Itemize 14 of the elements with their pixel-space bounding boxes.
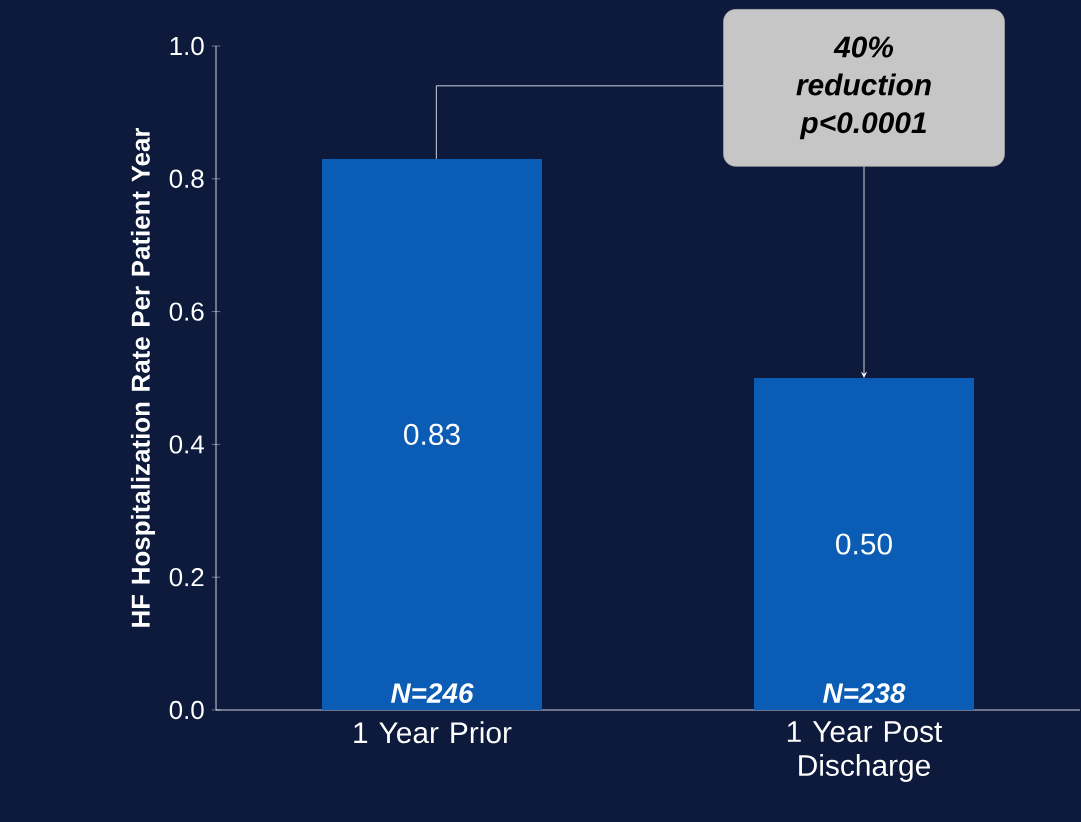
x-tick-label: 1 Year Post Discharge <box>787 721 943 782</box>
y-tick-label: 0.4 <box>169 435 204 454</box>
annotation: N=246 <box>391 683 474 703</box>
data-label: 0.83 <box>404 423 460 446</box>
annotation: 40% reduction p<0.0001 <box>796 36 931 140</box>
y-tick-label: 0.8 <box>169 169 204 188</box>
y-tick-label: 1.0 <box>170 36 204 56</box>
data-label: 0.50 <box>836 533 892 555</box>
y-tick-label: 0.6 <box>169 302 204 321</box>
annotation: N=238 <box>823 683 906 703</box>
y-tick-label: 0.2 <box>169 568 204 587</box>
x-tick-label: 1 Year Prior <box>354 721 512 744</box>
y-tick-label: 0.0 <box>169 700 204 720</box>
y-axis-title: HF Hospitalization Rate Per Patient Year <box>130 127 156 627</box>
